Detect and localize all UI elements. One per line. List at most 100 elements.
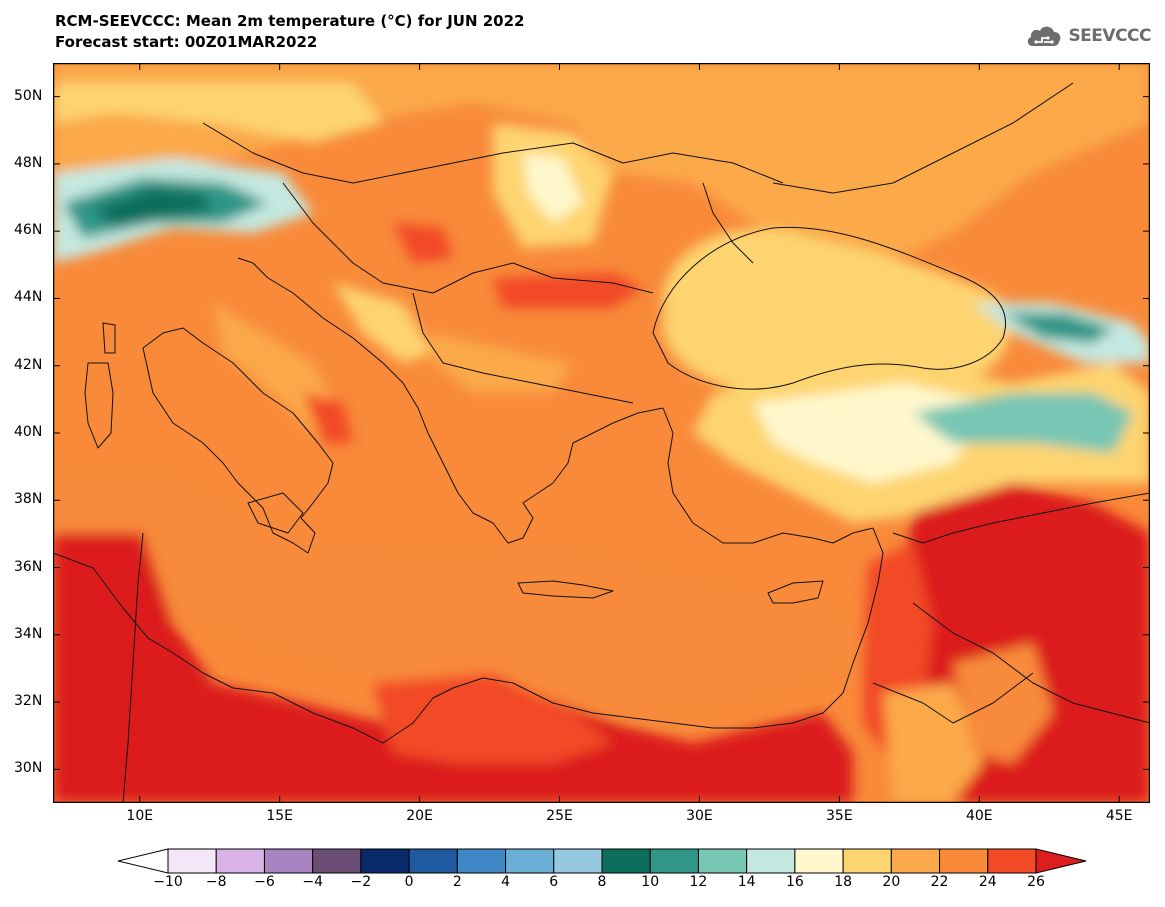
colorbar-box: [312, 848, 362, 874]
seevccc-logo: SEEVCCC: [1024, 22, 1151, 50]
colorbar-over-arrow: [1035, 848, 1087, 874]
colorbar-box: [360, 848, 410, 874]
forecast-start-label: Forecast start: 00Z01MAR2022: [55, 33, 318, 51]
colorbar-box: [167, 848, 217, 874]
colorbar: [117, 848, 1087, 874]
region-carpathians-peak: [523, 153, 583, 223]
region-black-sea: [663, 229, 1011, 394]
coastline-turkey-south: [662, 407, 874, 544]
lat-tick-label: 30N: [14, 760, 43, 777]
coastline-crete: [517, 580, 614, 599]
border-2: [282, 182, 654, 294]
lat-tick-label: 50N: [14, 87, 43, 104]
border-3: [412, 292, 634, 404]
colorbar-tick-label: 16: [785, 874, 804, 890]
coastline-levant: [842, 527, 884, 694]
lon-tick-label: 30E: [686, 808, 713, 824]
border-7: [122, 532, 144, 803]
colorbar-box: [553, 848, 603, 874]
colorbar-box: [890, 848, 941, 874]
region-pannonian-hot: [393, 223, 453, 263]
coastline-africa: [53, 552, 844, 744]
border-1: [202, 122, 784, 184]
region-arabia: [953, 643, 1053, 763]
colorbar-tick-label: −8: [205, 874, 227, 890]
colorbar-box: [215, 848, 265, 874]
lon-tick-label: 20E: [406, 808, 433, 824]
colorbar-box: [601, 848, 651, 874]
colorbar-tick-label: 22: [930, 874, 949, 890]
region-mediterranean: [53, 463, 873, 723]
lon-tick-label: 15E: [266, 808, 294, 824]
border-4: [892, 492, 1150, 544]
border-8: [702, 182, 754, 264]
lat-tick-label: 32N: [14, 693, 43, 710]
colorbar-tick-label: 4: [501, 874, 511, 890]
colorbar-box: [842, 848, 892, 874]
region-dinarides: [333, 283, 433, 363]
colorbar-box: [408, 848, 458, 874]
lon-tick-label: 45E: [1105, 808, 1133, 824]
lon-tick-label: 35E: [826, 808, 853, 824]
coastline-greece: [427, 407, 664, 544]
colorbar-tick-label: 6: [549, 874, 559, 890]
colorbar-tick-label: 20: [882, 874, 901, 890]
lat-tick-label: 34N: [14, 625, 43, 642]
region-jordan: [883, 683, 983, 803]
region-alps-north: [53, 83, 383, 143]
lon-tick-label: 10E: [126, 808, 154, 824]
colorbar-tick-label: 26: [1027, 874, 1045, 890]
colorbar-tick-label: 0: [404, 874, 414, 890]
lon-tick-label: 25E: [546, 808, 573, 824]
colorbar-tick-label: 10: [641, 874, 660, 890]
lat-tick-label: 48N: [14, 154, 43, 171]
colorbar-tick-label: 24: [978, 874, 997, 890]
colorbar-box: [746, 848, 796, 874]
chart-title: RCM-SEEVCCC: Mean 2m temperature (°C) fo…: [55, 12, 525, 30]
coastline-adriatic: [237, 257, 429, 434]
border-6: [872, 672, 1034, 724]
lon-tick-marks: [139, 63, 1120, 803]
colorbar-tick-label: 8: [597, 874, 607, 890]
border-5: [912, 602, 1150, 724]
colorbar-box: [649, 848, 699, 874]
lat-tick-marks: [53, 96, 1150, 770]
coastline-sicily: [247, 492, 304, 534]
colorbar-tick-label: −2: [350, 874, 372, 890]
colorbar-tick-label: −4: [302, 874, 323, 890]
lon-tick-label: 40E: [965, 808, 993, 824]
colorbar-tick-label: 14: [737, 874, 756, 890]
colorbar-box: [697, 848, 748, 874]
colorbar-under-arrow: [117, 848, 169, 874]
region-south-italy-hot: [303, 393, 353, 443]
colorbar-box: [263, 848, 314, 874]
region-libya-coast: [373, 673, 613, 763]
cloud-icon: [1028, 26, 1061, 46]
region-eastern-anatolia: [913, 393, 1133, 453]
colorbar-box: [794, 848, 844, 874]
colorbar-box: [456, 848, 507, 874]
lat-tick-label: 44N: [14, 289, 43, 306]
region-caucasus-cold: [1003, 313, 1113, 343]
lat-tick-label: 46N: [14, 222, 43, 239]
logo-text: SEEVCCC: [1068, 26, 1151, 46]
colorbar-tick-label: 12: [689, 874, 708, 890]
border-9: [772, 82, 1074, 194]
coastline-corsica: [102, 322, 116, 354]
coastline-italy: [142, 327, 334, 554]
coastline-cyprus: [767, 580, 824, 604]
lat-tick-label: 36N: [14, 558, 43, 575]
colorbar-box: [939, 848, 989, 874]
lat-tick-label: 38N: [14, 491, 43, 508]
region-alps-coldest: [93, 188, 213, 225]
region-balkans: [433, 333, 573, 393]
colorbar-tick-label: 18: [834, 874, 853, 890]
lat-tick-label: 40N: [14, 424, 43, 440]
coastline-black-sea: [652, 226, 1007, 390]
region-wallachia-hot: [493, 273, 643, 308]
colorbar-tick-label: −6: [254, 874, 275, 890]
temperature-map: [53, 63, 1150, 803]
lat-tick-label: 42N: [14, 356, 43, 373]
coastline-sardinia: [84, 362, 114, 449]
colorbar-tick-label: 2: [452, 874, 462, 890]
